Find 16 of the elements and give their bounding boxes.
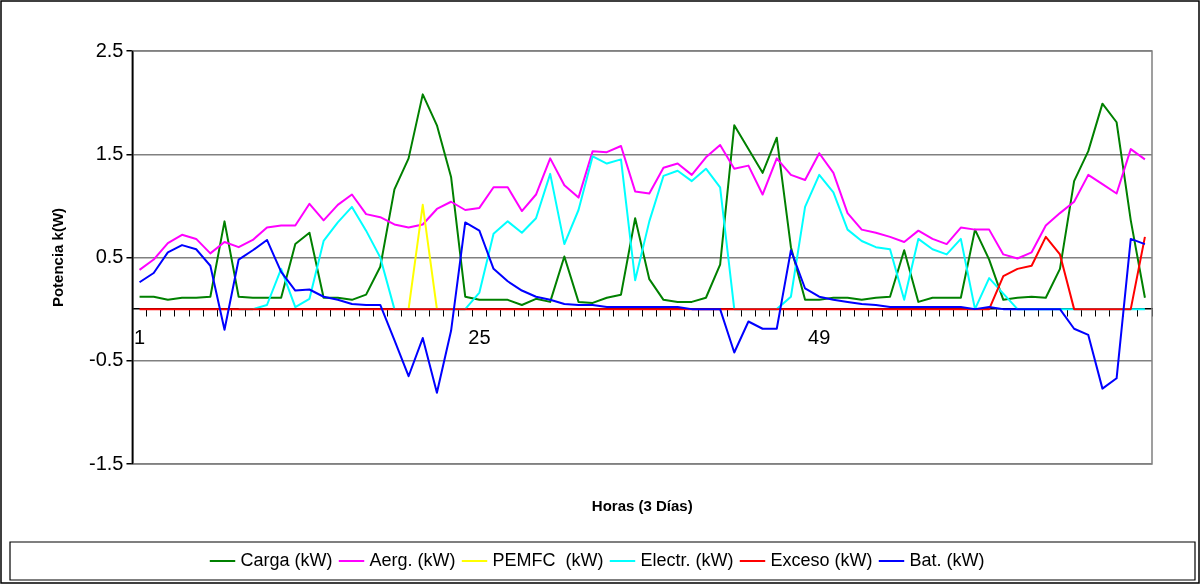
legend-label: Aerg. (kW)	[369, 549, 456, 570]
y-tick-label: -1.5	[88, 451, 124, 474]
legend-label: Exceso (kW)	[770, 549, 873, 570]
legend-label: Bat. (kW)	[909, 549, 985, 570]
legend-label: PEMFC (kW)	[492, 549, 604, 570]
y-tick-label: 0.5	[95, 245, 124, 268]
y-tick-label: 2.5	[95, 38, 124, 61]
y-tick-label: 1.5	[95, 141, 124, 164]
y-axis-title: Potencia k(W)	[49, 207, 67, 308]
legend-label: Carga (kW)	[240, 549, 333, 570]
x-axis-title: Horas (3 Días)	[591, 497, 693, 515]
x-tick-label: 1	[133, 325, 146, 348]
x-tick-label: 49	[808, 325, 831, 348]
y-tick-label: -0.5	[88, 348, 124, 371]
x-tick-label: 25	[468, 325, 491, 348]
legend-label: Electr. (kW)	[640, 549, 734, 570]
